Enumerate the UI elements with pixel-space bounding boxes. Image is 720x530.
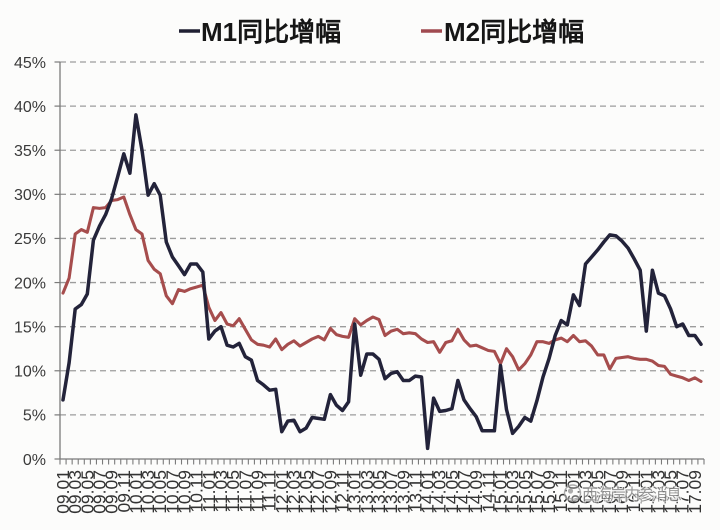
svg-text:13.07: 13.07 <box>381 470 401 514</box>
svg-text:15.07: 15.07 <box>527 470 547 514</box>
svg-text:11.07: 11.07 <box>235 470 255 513</box>
svg-text:14.09: 14.09 <box>466 470 486 514</box>
svg-text:15.01: 15.01 <box>491 470 511 514</box>
svg-text:17.09: 17.09 <box>685 470 705 514</box>
svg-text:16.09: 16.09 <box>612 470 632 514</box>
svg-text:09.11: 09.11 <box>114 470 134 513</box>
svg-text:16.03: 16.03 <box>576 470 596 514</box>
svg-text:10.11: 10.11 <box>187 470 207 513</box>
svg-text:11.11: 11.11 <box>260 470 280 511</box>
svg-text:09.05: 09.05 <box>77 470 97 514</box>
svg-text:30%: 30% <box>14 187 46 204</box>
svg-text:10.01: 10.01 <box>126 470 146 514</box>
svg-text:15.11: 15.11 <box>551 470 571 513</box>
svg-text:12.05: 12.05 <box>296 470 316 514</box>
svg-text:14.01: 14.01 <box>418 470 438 514</box>
svg-text:09.07: 09.07 <box>90 470 110 514</box>
svg-text:45%: 45% <box>14 55 46 72</box>
svg-text:10.07: 10.07 <box>162 470 182 514</box>
svg-text:13.03: 13.03 <box>357 470 377 514</box>
svg-text:13.09: 13.09 <box>393 470 413 514</box>
svg-text:10%: 10% <box>14 364 46 381</box>
svg-text:09.09: 09.09 <box>102 470 122 514</box>
svg-text:09.01: 09.01 <box>53 470 73 514</box>
svg-text:15.05: 15.05 <box>515 470 535 514</box>
svg-text:13.05: 13.05 <box>369 470 389 514</box>
svg-text:10.03: 10.03 <box>138 470 158 514</box>
svg-text:17.05: 17.05 <box>661 470 681 514</box>
svg-text:14.05: 14.05 <box>442 470 462 514</box>
svg-text:14.11: 14.11 <box>478 470 498 513</box>
svg-text:11.01: 11.01 <box>199 470 219 513</box>
svg-text:14.07: 14.07 <box>454 470 474 514</box>
svg-text:16.01: 16.01 <box>563 470 583 514</box>
svg-text:20%: 20% <box>14 275 46 292</box>
svg-text:5%: 5% <box>23 408 46 425</box>
svg-text:15%: 15% <box>14 320 46 337</box>
svg-text:M2同比增幅: M2同比增幅 <box>444 17 584 47</box>
svg-text:12.01: 12.01 <box>272 470 292 514</box>
svg-text:16.07: 16.07 <box>600 470 620 514</box>
svg-text:11.03: 11.03 <box>211 470 231 513</box>
svg-text:0%: 0% <box>23 452 46 469</box>
svg-text:13.01: 13.01 <box>345 470 365 514</box>
svg-text:10.09: 10.09 <box>175 470 195 514</box>
svg-text:17.07: 17.07 <box>673 470 693 514</box>
svg-text:15.09: 15.09 <box>539 470 559 514</box>
svg-text:40%: 40% <box>14 99 46 116</box>
svg-text:17.01: 17.01 <box>636 470 656 514</box>
svg-text:11.05: 11.05 <box>223 470 243 513</box>
svg-text:13.11: 13.11 <box>405 470 425 513</box>
svg-text:12.07: 12.07 <box>308 470 328 514</box>
svg-text:35%: 35% <box>14 143 46 160</box>
svg-text:10.05: 10.05 <box>150 470 170 514</box>
svg-text:16.05: 16.05 <box>588 470 608 514</box>
svg-text:09.03: 09.03 <box>65 470 85 514</box>
svg-text:25%: 25% <box>14 231 46 248</box>
svg-text:11.09: 11.09 <box>248 470 268 513</box>
svg-text:17.03: 17.03 <box>648 470 668 514</box>
svg-text:15.03: 15.03 <box>503 470 523 514</box>
svg-text:M1同比增幅: M1同比增幅 <box>201 17 341 47</box>
svg-text:14.03: 14.03 <box>430 470 450 514</box>
svg-text:西海岸内参消息: 西海岸内参消息 <box>582 486 682 504</box>
svg-text:12.03: 12.03 <box>284 470 304 514</box>
svg-text:16.11: 16.11 <box>624 470 644 513</box>
svg-text:12.11: 12.11 <box>333 470 353 513</box>
svg-text:12.09: 12.09 <box>320 470 340 514</box>
